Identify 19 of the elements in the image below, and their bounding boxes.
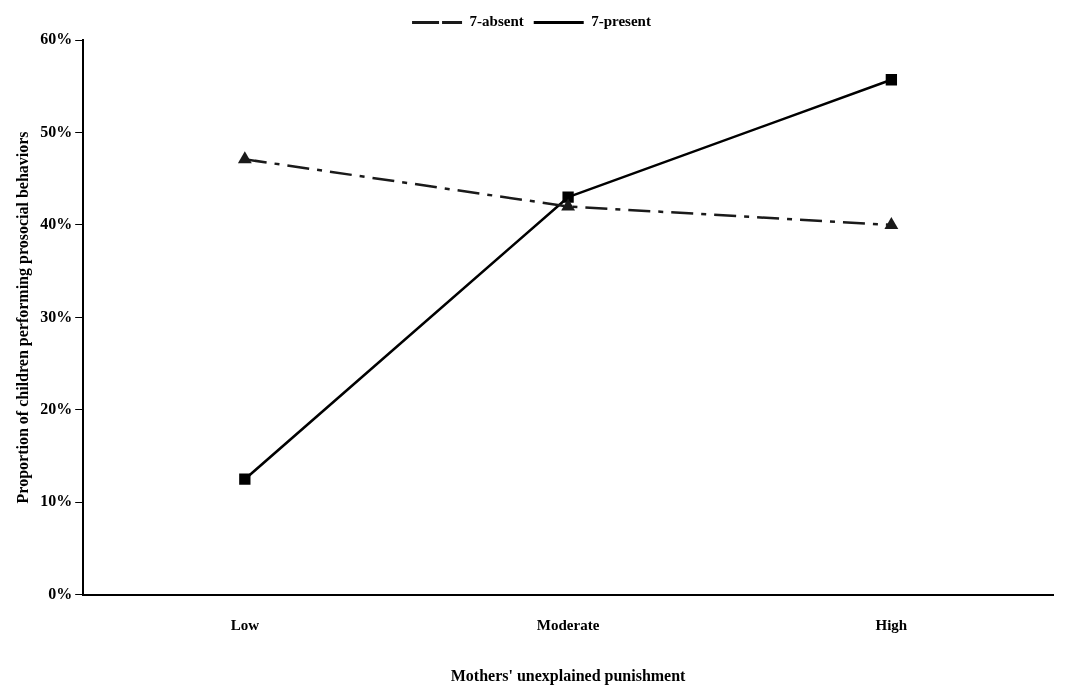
y-tick-label: 10% [40,492,73,510]
point [239,473,251,485]
point [561,198,576,211]
x-axis-title: Mothers' unexplained punishment [450,666,687,685]
legend-label: 7-absent [469,13,524,30]
y-tick-label: 50% [40,122,73,140]
point [884,216,899,229]
legend-label: 7-present [591,13,651,30]
y-axis-title: Proportion of children performing prosocial behaviors [13,131,32,504]
y-tick-label: 60% [40,30,73,48]
y-tick-label: 30% [40,307,73,325]
x-tick-label: Moderate [536,616,600,633]
y-tick-label: 0% [48,584,73,602]
point [237,151,252,164]
point [562,191,574,203]
x-tick-label: High [875,616,908,633]
y-tick-label: 40% [40,215,73,233]
x-tick-label: Low [230,616,260,633]
y-tick-label: 20% [40,400,73,418]
